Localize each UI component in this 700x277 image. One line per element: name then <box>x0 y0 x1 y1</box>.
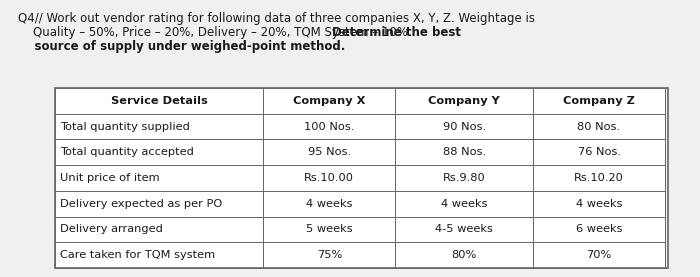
Bar <box>395 165 533 191</box>
Text: 75%: 75% <box>316 250 342 260</box>
Bar <box>395 217 533 242</box>
Text: Total quantity accepted: Total quantity accepted <box>60 147 194 157</box>
Text: Total quantity supplied: Total quantity supplied <box>60 122 190 132</box>
Text: Rs.10.00: Rs.10.00 <box>304 173 354 183</box>
Text: 100 Nos.: 100 Nos. <box>304 122 354 132</box>
Text: Rs.9.80: Rs.9.80 <box>443 173 486 183</box>
Text: 4 weeks: 4 weeks <box>576 199 622 209</box>
Text: 80%: 80% <box>452 250 477 260</box>
Text: Determine the best: Determine the best <box>332 26 461 39</box>
Text: 5 weeks: 5 weeks <box>306 224 353 234</box>
Text: Service Details: Service Details <box>111 96 208 106</box>
Text: Delivery expected as per PO: Delivery expected as per PO <box>60 199 223 209</box>
Bar <box>533 242 665 268</box>
Bar <box>533 114 665 139</box>
Text: Care taken for TQM system: Care taken for TQM system <box>60 250 215 260</box>
Text: Unit price of item: Unit price of item <box>60 173 160 183</box>
Bar <box>533 88 665 114</box>
Text: Delivery arranged: Delivery arranged <box>60 224 163 234</box>
Bar <box>55 88 668 268</box>
Text: 70%: 70% <box>587 250 612 260</box>
Text: 80 Nos.: 80 Nos. <box>578 122 621 132</box>
Text: 4 weeks: 4 weeks <box>306 199 353 209</box>
Text: Rs.10.20: Rs.10.20 <box>574 173 624 183</box>
Bar <box>55 88 263 114</box>
Bar <box>395 191 533 217</box>
Bar <box>55 191 263 217</box>
Text: 6 weeks: 6 weeks <box>576 224 622 234</box>
Text: Quality – 50%, Price – 20%, Delivery – 20%, TQM System – 10%.: Quality – 50%, Price – 20%, Delivery – 2… <box>18 26 415 39</box>
Bar <box>263 217 395 242</box>
Text: Q4// Work out vendor rating for following data of three companies X, Y, Z. Weigh: Q4// Work out vendor rating for followin… <box>18 12 535 25</box>
Bar <box>533 139 665 165</box>
Bar <box>263 165 395 191</box>
Bar <box>395 242 533 268</box>
Text: 4 weeks: 4 weeks <box>441 199 487 209</box>
Bar <box>55 139 263 165</box>
Bar <box>533 217 665 242</box>
Bar <box>55 114 263 139</box>
Bar <box>55 242 263 268</box>
Text: 90 Nos.: 90 Nos. <box>442 122 486 132</box>
Bar <box>263 191 395 217</box>
Bar <box>55 217 263 242</box>
Bar <box>263 88 395 114</box>
Bar <box>533 191 665 217</box>
Text: Company Y: Company Y <box>428 96 500 106</box>
Bar <box>55 165 263 191</box>
Bar <box>395 114 533 139</box>
Text: 88 Nos.: 88 Nos. <box>442 147 486 157</box>
Bar <box>395 88 533 114</box>
Text: Company Z: Company Z <box>563 96 635 106</box>
Text: source of supply under weighed-point method.: source of supply under weighed-point met… <box>18 40 345 53</box>
Text: 4-5 weeks: 4-5 weeks <box>435 224 493 234</box>
Bar <box>263 242 395 268</box>
Bar <box>533 165 665 191</box>
Text: Company X: Company X <box>293 96 365 106</box>
Bar <box>263 139 395 165</box>
Text: 76 Nos.: 76 Nos. <box>578 147 620 157</box>
Bar <box>395 139 533 165</box>
Bar <box>263 114 395 139</box>
Text: 95 Nos.: 95 Nos. <box>308 147 351 157</box>
